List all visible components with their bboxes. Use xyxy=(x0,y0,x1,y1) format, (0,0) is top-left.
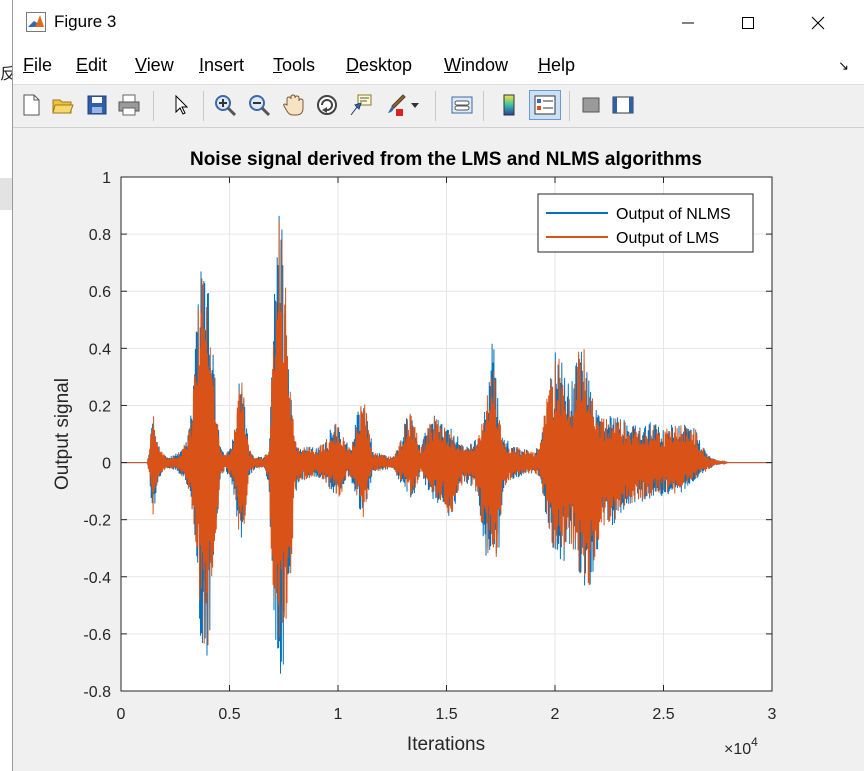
brush-dropdown-icon[interactable] xyxy=(409,93,421,117)
toolbar-separator xyxy=(203,91,204,121)
legend-box xyxy=(537,193,754,253)
maximize-button[interactable] xyxy=(718,0,778,46)
x-tick-label: 0.5 xyxy=(218,706,240,723)
link-plot-icon[interactable] xyxy=(450,93,474,117)
y-tick-label: 0.8 xyxy=(89,227,111,244)
toolbar-separator xyxy=(569,91,570,121)
matlab-icon xyxy=(26,12,46,32)
minimize-button[interactable] xyxy=(658,0,718,46)
x-tick-label: 1.5 xyxy=(435,706,457,723)
show-plot-tools-icon[interactable] xyxy=(611,93,635,117)
y-tick-label: 0.2 xyxy=(89,398,111,415)
y-tick-label: -0.2 xyxy=(83,513,111,530)
zoom-out-icon[interactable] xyxy=(247,93,271,117)
background-glyph: 反 xyxy=(0,66,12,83)
x-ticks: 0 0.5 1 1.5 2 2.5 3 xyxy=(117,177,777,723)
y-tick-label: 1 xyxy=(102,170,111,187)
window-title: Figure 3 xyxy=(54,12,117,31)
background-strip xyxy=(0,178,12,210)
dock-arrow-icon[interactable]: ↘ xyxy=(838,58,849,73)
print-icon[interactable] xyxy=(117,93,141,117)
title-bar[interactable]: Figure 3 xyxy=(13,0,864,46)
x-tick-label: 2.5 xyxy=(652,706,674,723)
brush-icon[interactable] xyxy=(383,93,407,117)
y-tick-label: 0.4 xyxy=(89,341,111,358)
x-tick-label: 2 xyxy=(551,706,560,723)
legend-label-lms: Output of LMS xyxy=(616,230,719,247)
y-axis-label: Output signal xyxy=(52,378,73,490)
new-figure-icon[interactable] xyxy=(19,93,43,117)
legend-icon[interactable] xyxy=(529,90,561,120)
data-cursor-icon[interactable] xyxy=(349,93,373,117)
x-axis-label: Iterations xyxy=(407,734,485,755)
x-tick-label: 1 xyxy=(334,706,343,723)
x-tick-label: 0 xyxy=(117,706,126,723)
menu-view[interactable]: View xyxy=(135,55,174,75)
colorbar-icon[interactable] xyxy=(497,93,521,117)
menu-bar: File Edit View Insert Tools Desktop Wind… xyxy=(13,46,864,85)
menu-insert[interactable]: Insert xyxy=(199,55,245,75)
zoom-in-icon[interactable] xyxy=(213,93,237,117)
rotate-3d-icon[interactable] xyxy=(315,93,339,117)
menu-edit[interactable]: Edit xyxy=(76,55,108,75)
series-line-lms xyxy=(121,221,772,646)
pan-hand-icon[interactable] xyxy=(281,93,305,117)
series-layer xyxy=(121,215,772,674)
y-tick-label: 0.6 xyxy=(89,284,111,301)
toolbar-separator xyxy=(435,91,436,121)
y-tick-label: -0.4 xyxy=(83,570,111,587)
chart-title: Noise signal derived from the LMS and NL… xyxy=(190,149,702,170)
y-ticks: 1 0.8 0.6 0.4 0.2 0 -0.2 -0.4 -0.6 -0.8 xyxy=(83,170,772,701)
close-button[interactable] xyxy=(788,0,848,46)
save-icon[interactable] xyxy=(85,93,109,117)
minimize-icon xyxy=(682,22,694,24)
legend[interactable]: Output of NLMS Output of LMS xyxy=(537,193,754,253)
menu-window[interactable]: Window xyxy=(444,55,509,75)
menu-help[interactable]: Help xyxy=(538,55,576,75)
hide-plot-tools-icon[interactable] xyxy=(579,93,603,117)
open-file-icon[interactable] xyxy=(51,93,75,117)
y-tick-label: -0.6 xyxy=(83,627,111,644)
menu-desktop[interactable]: Desktop xyxy=(346,55,413,75)
x-exponent-label: ×104 xyxy=(724,735,758,758)
menu-tools[interactable]: Tools xyxy=(273,55,316,75)
y-tick-label: 0 xyxy=(102,456,111,473)
maximize-icon xyxy=(742,17,754,29)
toolbar-separator xyxy=(153,91,154,121)
pointer-icon[interactable] xyxy=(169,93,193,117)
y-tick-label: -0.8 xyxy=(83,684,111,701)
figure-toolbar xyxy=(13,85,864,128)
menu-file[interactable]: File xyxy=(23,55,53,75)
x-tick-label: 3 xyxy=(768,706,777,723)
legend-label-nlms: Output of NLMS xyxy=(616,206,731,223)
close-icon xyxy=(811,16,825,30)
toolbar-separator xyxy=(483,91,484,121)
